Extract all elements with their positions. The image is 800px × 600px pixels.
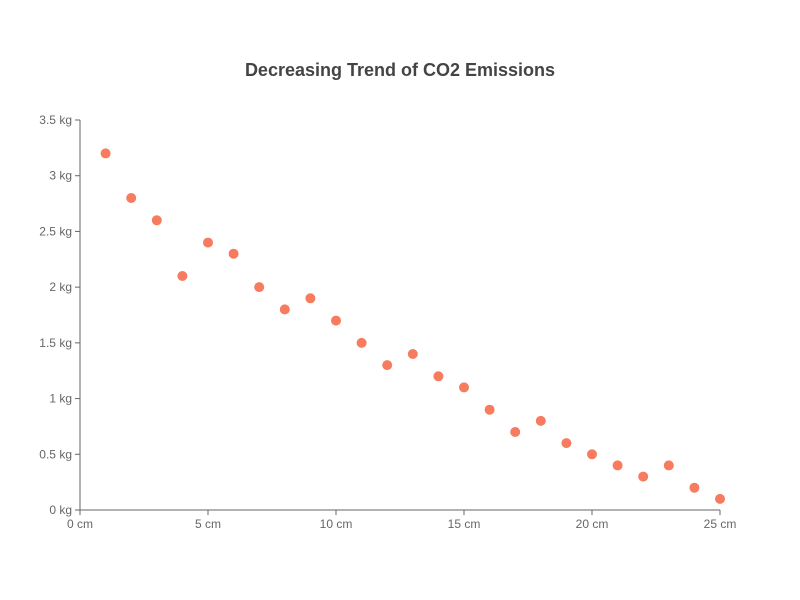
data-point (663, 460, 674, 471)
data-point (203, 237, 213, 248)
data-point (484, 404, 495, 415)
data-point (305, 293, 316, 304)
y-tick-label: 1 kg (49, 392, 72, 406)
data-point (715, 493, 725, 504)
x-tick-label: 15 cm (448, 517, 481, 531)
data-points (100, 148, 725, 504)
data-point (433, 371, 444, 382)
x-tick-label: 20 cm (576, 517, 609, 531)
data-point (356, 337, 367, 348)
data-point (100, 148, 111, 159)
data-point (407, 349, 418, 359)
data-point (382, 360, 393, 371)
data-point (510, 427, 521, 437)
data-point (612, 460, 623, 471)
chart-title: Decreasing Trend of CO2 Emissions (244, 60, 556, 80)
data-point (459, 382, 469, 393)
y-tick-label: 2 kg (49, 280, 72, 294)
y-tick-label: 0.5 kg (39, 447, 72, 461)
x-tick-label: 0 cm (67, 517, 93, 531)
data-point (561, 438, 572, 449)
y-tick-label: 1.5 kg (39, 336, 72, 350)
data-point (126, 193, 137, 203)
y-tick-label: 0 kg (49, 503, 72, 517)
data-point (254, 282, 265, 293)
x-tick-label: 5 cm (195, 517, 221, 531)
data-point (331, 315, 341, 326)
y-tick-label: 3 kg (49, 169, 72, 183)
x-tick-label: 25 cm (704, 517, 737, 531)
y-tick-label: 3.5 kg (39, 113, 72, 127)
data-point (638, 471, 649, 482)
data-point (689, 482, 700, 493)
data-point (177, 271, 188, 281)
data-point (228, 248, 239, 259)
data-point (587, 449, 597, 460)
y-tick-label: 2.5 kg (39, 224, 72, 238)
x-tick-label: 10 cm (320, 517, 353, 531)
data-point (151, 215, 162, 226)
axes: 0 kg 0.5 kg 1 kg 1.5 kg 2 kg 2.5 kg 3 kg 3.5 kg… (39, 113, 736, 531)
data-point (279, 304, 290, 315)
data-point (535, 415, 546, 426)
